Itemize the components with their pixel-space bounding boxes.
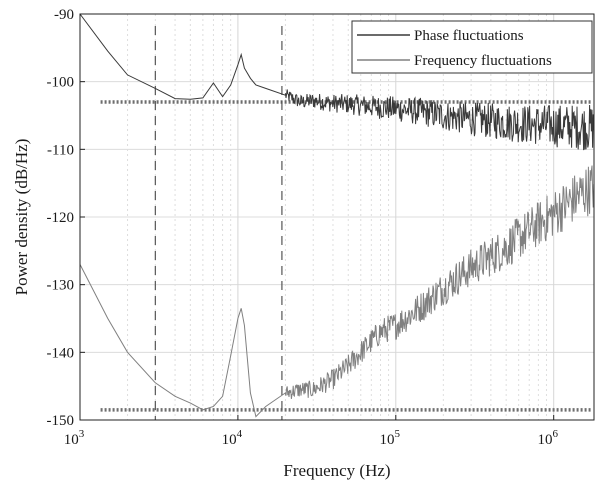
grid-lines: [80, 14, 594, 420]
y-tick-label: -130: [47, 278, 75, 294]
legend-label-phase: Phase fluctuations: [414, 28, 524, 44]
x-tick-label: 105: [380, 428, 401, 448]
legend-box: [351, 20, 593, 74]
legend: Phase fluctuations Frequency fluctuation…: [351, 20, 593, 74]
series-line-phase: [79, 13, 595, 151]
y-tick-label: -150: [47, 413, 75, 429]
y-tick-label: -110: [47, 142, 74, 158]
y-axis-label: Power density (dB/Hz): [12, 139, 31, 296]
y-tick-label: -140: [47, 345, 75, 361]
y-tick-label: -100: [47, 75, 75, 91]
x-tick-label: 106: [537, 428, 558, 448]
x-tick-label: 103: [64, 428, 85, 448]
y-tick-label: -120: [47, 210, 75, 226]
x-axis-label: Frequency (Hz): [283, 461, 390, 480]
legend-label-frequency: Frequency fluctuations: [414, 53, 552, 69]
y-tick-label: -90: [54, 7, 74, 23]
series-line-frequency: [79, 165, 595, 418]
data-series: [79, 13, 595, 418]
x-tick-label: 104: [222, 428, 243, 448]
